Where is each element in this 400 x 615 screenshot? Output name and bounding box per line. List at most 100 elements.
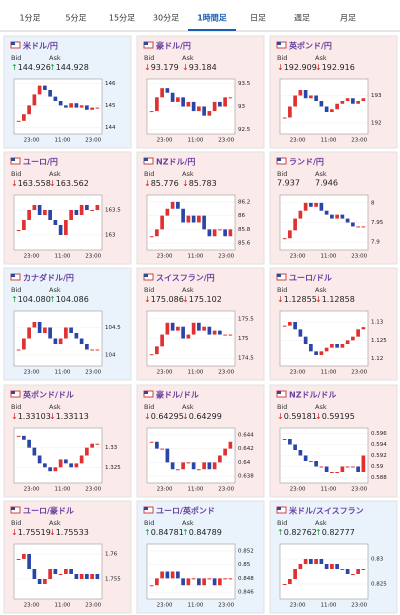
y-tick-label: 7.95 [371, 220, 384, 226]
candle [165, 448, 170, 463]
candle [165, 88, 170, 93]
candle [58, 101, 63, 106]
candle [32, 569, 37, 579]
x-tick-label: 23:00 [351, 138, 367, 144]
candle [335, 472, 339, 473]
candle [223, 448, 227, 456]
candle [303, 559, 308, 564]
tab[interactable]: 15分足 [109, 14, 135, 23]
candle [228, 334, 233, 336]
candle [335, 564, 339, 569]
pair-name[interactable]: スイスフラン/円 [156, 274, 215, 283]
candle [293, 444, 297, 450]
candle [181, 97, 185, 107]
x-tick-label: 23:00 [85, 254, 101, 260]
x-tick-label: 11:00 [187, 603, 203, 609]
tab[interactable]: 5分足 [65, 14, 86, 23]
candle [340, 101, 345, 104]
pair-name[interactable]: ユーロ/円 [23, 158, 58, 167]
pair-name[interactable]: ユーロ/ドル [289, 274, 332, 283]
candle [330, 344, 334, 348]
tab[interactable]: 30分足 [153, 14, 179, 23]
price: ↓192.909 [277, 63, 317, 72]
x-tick-label: 11:00 [320, 138, 336, 144]
ask-label: Ask [49, 403, 61, 411]
y-tick-label: 86.2 [238, 199, 250, 205]
candle [155, 441, 159, 449]
y-tick-label: 85.6 [238, 241, 251, 247]
tab-underline [188, 29, 236, 31]
x-tick-label: 23:00 [290, 370, 306, 376]
candle [27, 105, 31, 115]
tab[interactable]: 週足 [294, 14, 310, 23]
candle [48, 90, 52, 97]
candle [223, 578, 227, 580]
pair-name[interactable]: 豪ドル/円 [156, 41, 191, 51]
y-tick-label: 86 [238, 213, 245, 219]
candle [149, 354, 154, 356]
candle [32, 322, 37, 328]
pair-name[interactable]: ランド/円 [289, 158, 324, 167]
candle [293, 569, 297, 579]
pair-name[interactable]: 米ドル/スイスフラン [288, 506, 364, 516]
pair-name[interactable]: 豪ドル/ドル [156, 390, 199, 400]
candle [282, 439, 287, 440]
pair-name[interactable]: 英ポンド/ドル [22, 390, 74, 400]
candle [43, 85, 47, 90]
x-tick-label: 23:00 [351, 254, 367, 260]
candle [223, 334, 227, 336]
flag-stripe [144, 391, 148, 394]
ask-label: Ask [182, 403, 194, 411]
candle [351, 222, 355, 227]
pair-name[interactable]: ユーロ/英ポンド [156, 506, 215, 516]
flag-stripe [277, 507, 281, 510]
x-tick-label: 23:00 [157, 254, 173, 260]
price: ↓1.75519 [11, 528, 51, 537]
candle [186, 334, 191, 339]
y-tick-label: 93 [238, 104, 245, 110]
tab[interactable]: 1時間足 [197, 13, 228, 23]
y-tick-label: 104 [105, 353, 116, 359]
bid-label: Bid [277, 286, 287, 294]
y-tick-label: 1.125 [371, 338, 387, 344]
tab[interactable]: 1分足 [19, 14, 40, 23]
ask-label: Ask [315, 54, 327, 62]
candle [218, 330, 222, 335]
ask-label: Ask [315, 286, 327, 294]
pair-name[interactable]: 英ポンド/円 [288, 41, 332, 51]
candle [282, 325, 287, 327]
tab[interactable]: 日足 [250, 14, 266, 23]
y-tick-label: 146 [105, 81, 116, 87]
pair-name[interactable]: カナダドル/円 [23, 273, 74, 283]
candle [43, 463, 47, 468]
candle [155, 578, 159, 586]
price: ↓1.33103 [11, 412, 51, 421]
candle [43, 579, 47, 584]
candle [351, 574, 355, 575]
chart-area [13, 427, 103, 484]
price: ↑144.928 [49, 63, 89, 72]
pair-name[interactable]: 米ドル/円 [22, 41, 58, 51]
candle [186, 462, 191, 464]
y-tick-label: 1.13 [371, 320, 384, 326]
pair-name[interactable]: NZドル/ドル [289, 391, 336, 400]
tab[interactable]: 月足 [340, 14, 356, 23]
price: ↑0.84789 [182, 528, 222, 537]
pair-name[interactable]: NZドル/円 [156, 158, 195, 167]
candle [90, 443, 94, 448]
y-tick-label: 1.76 [105, 552, 118, 558]
x-tick-label: 23:00 [351, 603, 367, 609]
candle [53, 220, 58, 225]
candle [351, 98, 355, 104]
candle [85, 344, 89, 350]
x-tick-label: 11:00 [187, 370, 203, 376]
candle [228, 229, 233, 237]
y-tick-label: 1.325 [105, 465, 121, 471]
y-tick-label: 0.596 [371, 431, 387, 437]
x-tick-label: 23:00 [85, 370, 101, 376]
candle [319, 559, 324, 564]
candle [149, 441, 154, 443]
candle [186, 578, 191, 586]
candle [176, 469, 180, 471]
pair-name[interactable]: ユーロ/豪ドル [23, 506, 74, 516]
